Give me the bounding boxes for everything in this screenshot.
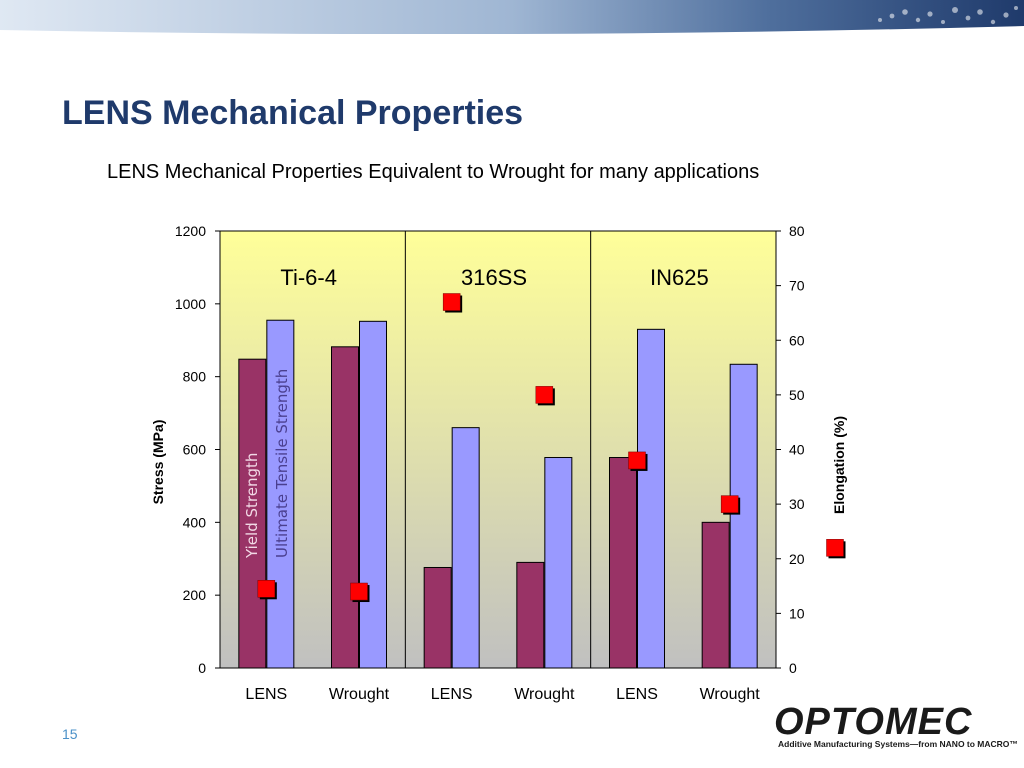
y2-tick-label: 40	[789, 442, 805, 458]
y-tick-label: 600	[183, 442, 207, 458]
y-axis-title: Stress (MPa)	[150, 420, 166, 505]
uts-bar	[359, 320, 387, 669]
group-label: 316SS	[461, 265, 527, 290]
page-number: 15	[62, 726, 78, 742]
y-tick-label: 200	[183, 587, 207, 603]
elongation-marker	[720, 495, 741, 515]
uts-bar	[451, 427, 480, 669]
x-tick-label: Wrought	[329, 686, 390, 703]
x-tick-label: Wrought	[700, 686, 761, 703]
yield-bar	[423, 566, 452, 669]
uts-bar	[729, 363, 758, 669]
elongation-marker	[350, 582, 370, 603]
yield-bar	[609, 457, 637, 669]
y-tick-label: 1200	[175, 223, 206, 239]
elongation-marker	[442, 293, 463, 313]
x-tick-label: Wrought	[514, 686, 575, 703]
yield-bar	[238, 358, 267, 669]
x-tick-label: LENS	[431, 686, 473, 703]
y2-tick-label: 80	[789, 223, 805, 239]
legend-label-yield: Yield Strength	[243, 453, 261, 559]
y2-tick-label: 70	[789, 278, 805, 294]
y2-tick-label: 0	[789, 660, 797, 676]
x-tick-label: LENS	[245, 686, 287, 703]
y2-tick-label: 30	[789, 496, 805, 512]
slide-subtitle: LENS Mechanical Properties Equivalent to…	[107, 161, 760, 183]
legend-elongation-marker	[826, 539, 846, 559]
uts-bar	[266, 319, 295, 669]
group-label: Ti-6-4	[280, 265, 337, 290]
slide-title: LENS Mechanical Properties	[62, 94, 524, 132]
group-label: IN625	[650, 265, 709, 290]
plot-area	[219, 230, 777, 669]
y-tick-label: 400	[183, 514, 207, 530]
elongation-marker	[257, 580, 277, 600]
x-tick-label: LENS	[616, 686, 658, 703]
y-tick-label: 0	[198, 660, 206, 676]
elongation-marker	[535, 386, 555, 406]
logo-tagline: Additive Manufacturing Systems—from NANO…	[778, 739, 1018, 749]
yield-bar	[331, 346, 359, 669]
y2-tick-label: 60	[789, 332, 805, 348]
yield-bar	[701, 521, 730, 669]
uts-bar	[637, 328, 665, 669]
header-banner	[0, 0, 1024, 34]
y2-tick-label: 20	[789, 551, 805, 567]
y2-tick-label: 10	[789, 605, 805, 621]
logo-wordmark: OPTOMEC	[774, 701, 973, 743]
optomec-logo: OPTOMEC Additive Manufacturing Systems—f…	[774, 701, 1018, 753]
y-tick-label: 800	[183, 369, 207, 385]
yield-bar	[516, 561, 545, 669]
y-tick-label: 1000	[175, 296, 206, 312]
y2-tick-label: 50	[789, 387, 805, 403]
y2-axis-title: Elongation (%)	[831, 416, 847, 514]
elongation-marker	[628, 451, 648, 471]
uts-bar	[544, 457, 573, 669]
legend-label-uts: Ultimate Tensile Strength	[273, 369, 291, 558]
